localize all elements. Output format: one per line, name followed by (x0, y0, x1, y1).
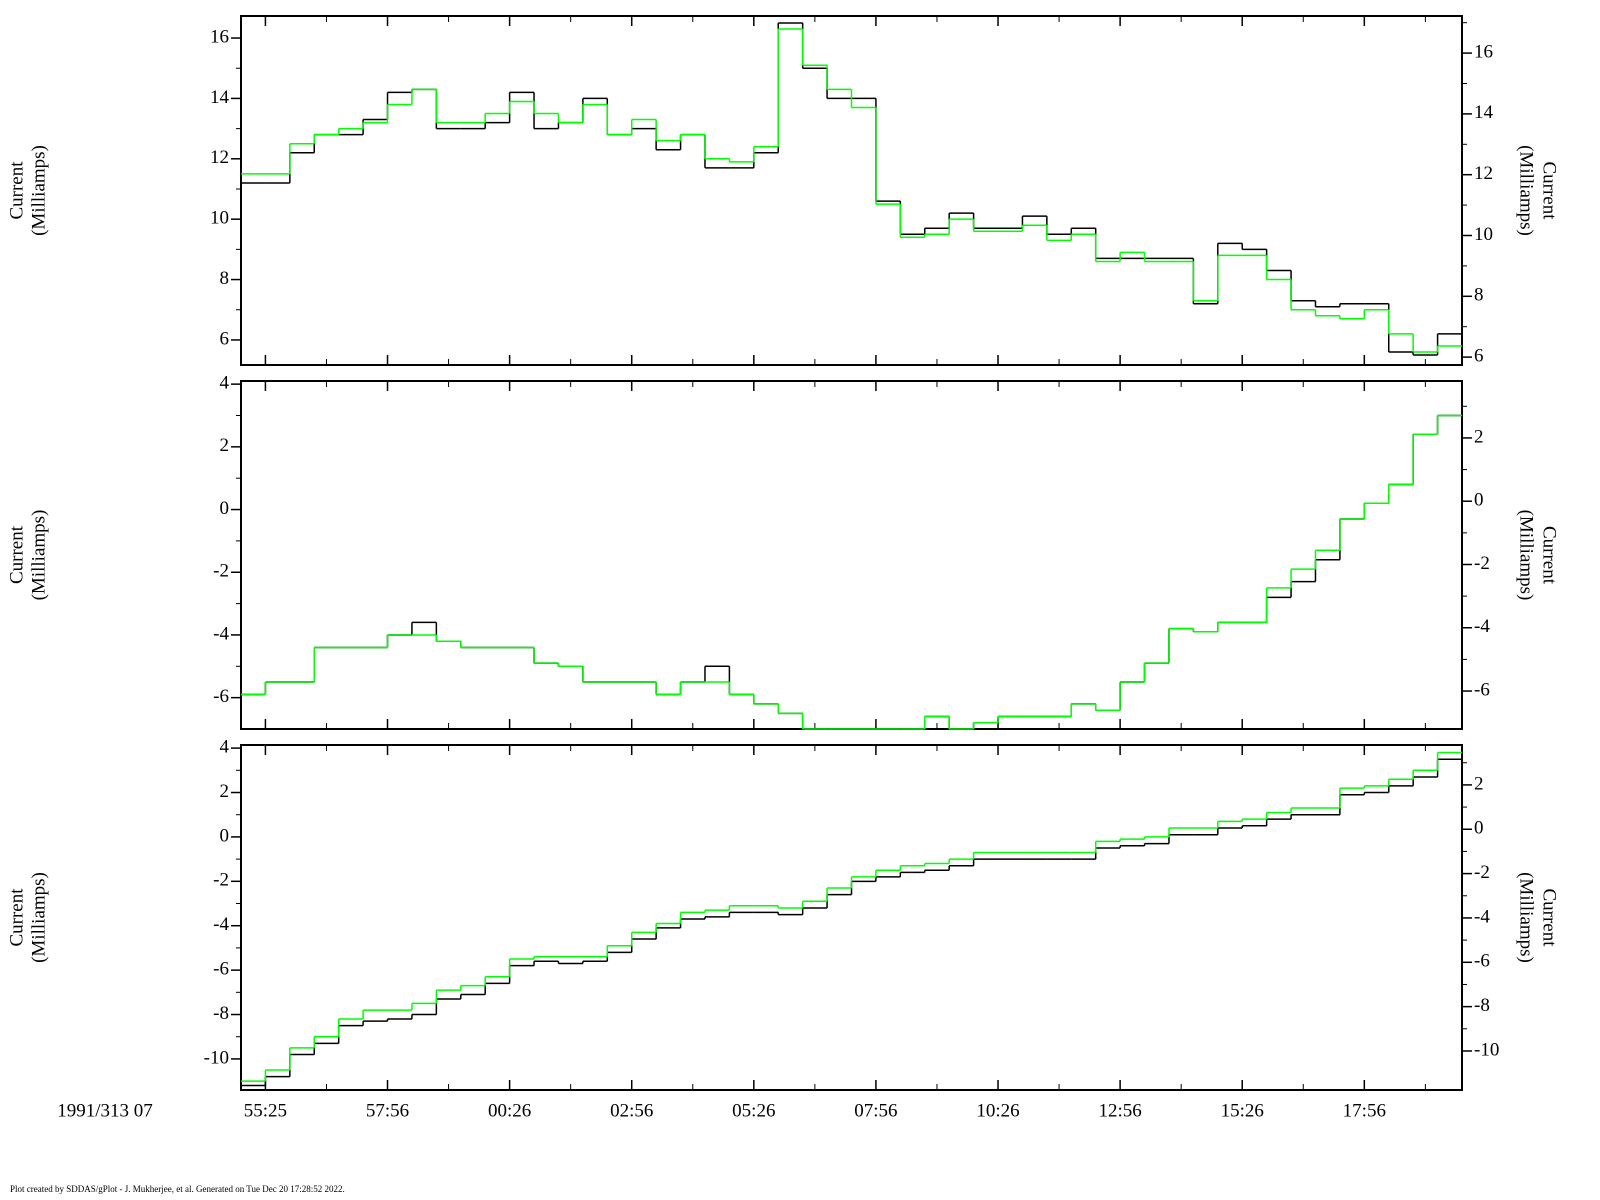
x-tick-label: 10:26 (976, 1100, 1019, 1121)
y-tick-label: 2 (220, 435, 230, 456)
y2-tick-label: -6 (1474, 951, 1490, 972)
x-tick-label: 07:56 (854, 1100, 897, 1121)
y2-axis-label: Current (1539, 888, 1560, 947)
y2-tick-label: 0 (1474, 490, 1484, 511)
y-tick-label: 8 (220, 268, 230, 289)
y-tick-label: -2 (213, 561, 229, 582)
x-tick-label: 05:26 (732, 1100, 775, 1121)
y-tick-label: -10 (204, 1047, 229, 1068)
y-axis-label: Current (6, 525, 27, 584)
y-axis-label: (Milliamps) (28, 872, 49, 963)
x-axis-label: 1991/313 07 (57, 1100, 153, 1121)
y2-axis-label: (Milliamps) (1516, 145, 1537, 236)
y-axis-label: Current (6, 888, 27, 947)
x-tick-label: 57:56 (366, 1100, 409, 1121)
y2-axis-label: (Milliamps) (1516, 872, 1537, 963)
y-tick-label: 14 (210, 87, 230, 108)
y-tick-label: 4 (220, 372, 230, 393)
y-axis-label: (Milliamps) (28, 510, 49, 601)
footer: Plot created by SDDAS/gPlot - J. Mukherj… (10, 1184, 345, 1194)
y2-tick-label: 14 (1474, 102, 1494, 123)
y-tick-label: -4 (213, 914, 229, 935)
y2-axis-label: Current (1539, 161, 1560, 220)
y2-tick-label: -6 (1474, 679, 1490, 700)
y-tick-label: 4 (220, 736, 230, 757)
y-tick-label: 16 (210, 26, 229, 47)
y-tick-label: -6 (213, 686, 229, 707)
x-tick-label: 15:26 (1221, 1100, 1264, 1121)
x-tick-label: 02:56 (610, 1100, 653, 1121)
y2-tick-label: -4 (1474, 906, 1490, 927)
x-tick-label: 12:56 (1098, 1100, 1141, 1121)
y2-tick-label: 16 (1474, 41, 1493, 62)
y2-axis-label: Current (1539, 526, 1560, 585)
x-tick-label: 00:26 (488, 1100, 531, 1121)
y-tick-label: 6 (220, 328, 230, 349)
y2-tick-label: 0 (1474, 818, 1484, 839)
y-tick-label: 10 (210, 208, 229, 229)
y-axis-label: Current (6, 161, 27, 220)
y2-tick-label: -10 (1474, 1039, 1499, 1060)
y2-tick-label: 8 (1474, 285, 1484, 306)
y2-tick-label: 12 (1474, 163, 1493, 184)
plot-frame (240, 15, 1463, 366)
y-tick-label: 0 (220, 825, 230, 846)
y2-tick-label: -2 (1474, 862, 1490, 883)
y-tick-label: -8 (213, 1003, 229, 1024)
plot-frame (240, 380, 1463, 730)
y-tick-label: 0 (220, 498, 230, 519)
y-tick-label: 2 (220, 781, 230, 802)
y2-tick-label: -8 (1474, 995, 1490, 1016)
y2-tick-label: 6 (1474, 345, 1484, 366)
x-tick-label: 55:25 (244, 1100, 287, 1121)
y2-tick-label: 2 (1474, 426, 1484, 447)
y-tick-label: 12 (210, 147, 229, 168)
plot-frame (240, 744, 1463, 1091)
y2-tick-label: -2 (1474, 553, 1490, 574)
x-tick-label: 17:56 (1343, 1100, 1386, 1121)
y2-tick-label: -4 (1474, 616, 1490, 637)
y2-tick-label: 2 (1474, 773, 1484, 794)
y-tick-label: -6 (213, 958, 229, 979)
y2-tick-label: 10 (1474, 224, 1493, 245)
y-tick-label: -4 (213, 623, 229, 644)
y-tick-label: -2 (213, 870, 229, 891)
y2-axis-label: (Milliamps) (1516, 510, 1537, 601)
y-axis-label: (Milliamps) (28, 145, 49, 236)
